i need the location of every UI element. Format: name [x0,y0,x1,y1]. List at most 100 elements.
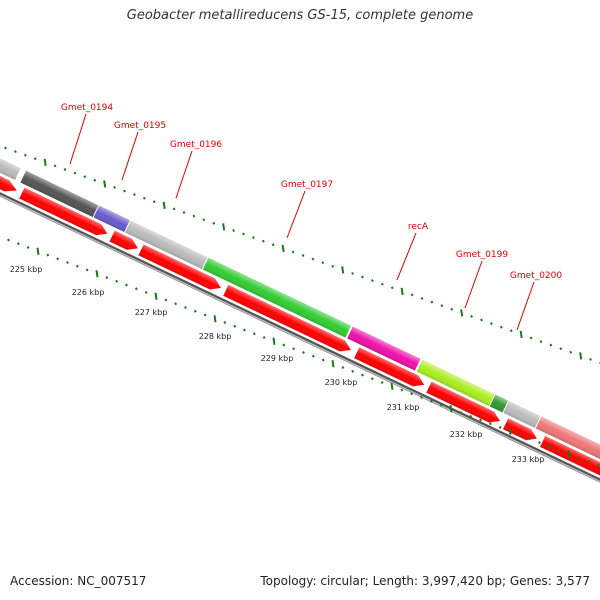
cog-segment-shade [20,170,99,217]
kbp-label: 232 kbp [450,430,483,439]
gene-leader-line [396,232,417,281]
gene-leader-line [516,281,535,331]
minor-tick [361,275,364,279]
cog-segment-shade [93,205,130,233]
minor-tick [93,178,97,182]
gene-label: Gmet_0200 [510,271,562,281]
minor-tick [469,414,473,418]
minor-tick [539,340,543,343]
minor-tick [125,283,128,287]
minor-tick [302,351,305,354]
minor-tick [311,257,315,261]
minor-tick [142,196,146,200]
minor-tick [26,246,30,249]
minor-tick [547,444,551,448]
kbp-label: 226 kbp [72,288,105,297]
minor-tick [400,388,404,392]
kbp-label: 227 kbp [135,308,168,317]
major-tick [508,427,512,435]
minor-tick [479,418,482,422]
gene-leader-line [69,113,87,165]
major-tick [519,330,523,338]
cog-segment-shade [503,401,541,428]
backbone [0,192,600,483]
minor-tick [14,150,17,154]
minor-tick [63,168,67,171]
major-tick [460,309,464,317]
major-tick [162,201,166,209]
major-tick [449,405,453,413]
minor-tick [212,221,216,225]
minor-tick [174,302,178,306]
minor-tick [7,238,10,242]
kbp-label: 228 kbp [199,332,232,341]
major-tick [400,287,404,295]
minor-tick [509,329,513,333]
kbp-label: 233 kbp [512,455,545,464]
minor-tick [587,459,591,463]
cog-segment-shade [416,359,495,406]
minor-tick [410,392,414,396]
minor-tick [499,325,503,329]
minor-tick [192,214,196,218]
cog-segment-shade [535,416,600,463]
cds-arrow-shade [137,243,222,290]
outer-tick-ring [4,146,600,365]
minor-tick [252,332,256,336]
minor-tick [549,343,553,347]
minor-tick [301,254,305,257]
minor-tick [480,318,483,322]
minor-tick [56,257,60,261]
minor-tick [292,347,296,351]
minor-tick [271,243,275,247]
cds-ring [0,167,600,483]
gene-leader-line [175,150,193,199]
gene-label: Gmet_0199 [456,250,508,260]
minor-tick [85,268,89,272]
cds-arrow-shade [353,346,425,387]
minor-tick [144,291,148,294]
minor-tick [115,279,119,283]
minor-tick [262,336,266,339]
kbp-label: 231 kbp [387,403,420,412]
minor-tick [242,232,245,236]
minor-tick [420,297,424,300]
minor-tick [33,157,37,161]
minor-tick [498,426,502,429]
minor-tick [282,343,286,347]
minor-tick [105,276,109,279]
minor-tick [470,314,473,318]
minor-tick [46,253,50,257]
minor-tick [559,347,563,351]
kbp-label: 230 kbp [325,378,358,387]
major-tick [579,352,583,360]
minor-tick [4,146,7,150]
minor-tick [569,350,573,354]
gene-label: Gmet_0197 [281,180,333,190]
minor-tick [123,189,126,193]
cds-arrow-shade [0,167,18,192]
minor-tick [410,293,414,297]
map-title: Geobacter metallireducens GS-15, complet… [126,8,474,23]
minor-tick [488,422,492,426]
cog-segment-shade [0,150,21,180]
major-tick [43,158,47,166]
cds-arrow-shade [425,381,501,423]
minor-tick [538,441,541,444]
major-tick [390,382,394,390]
minor-tick [321,358,325,362]
minor-tick [529,336,533,340]
minor-tick [597,463,600,467]
minor-tick [261,239,265,243]
minor-tick [202,218,206,222]
minor-tick [577,456,581,459]
major-tick [331,360,335,368]
cog-segment-shade [347,326,421,371]
minor-tick [193,309,197,313]
gene-leader-line [286,190,306,239]
minor-tick [429,399,433,403]
kbp-label: 229 kbp [261,354,294,363]
cog-segment-shade [125,220,208,270]
